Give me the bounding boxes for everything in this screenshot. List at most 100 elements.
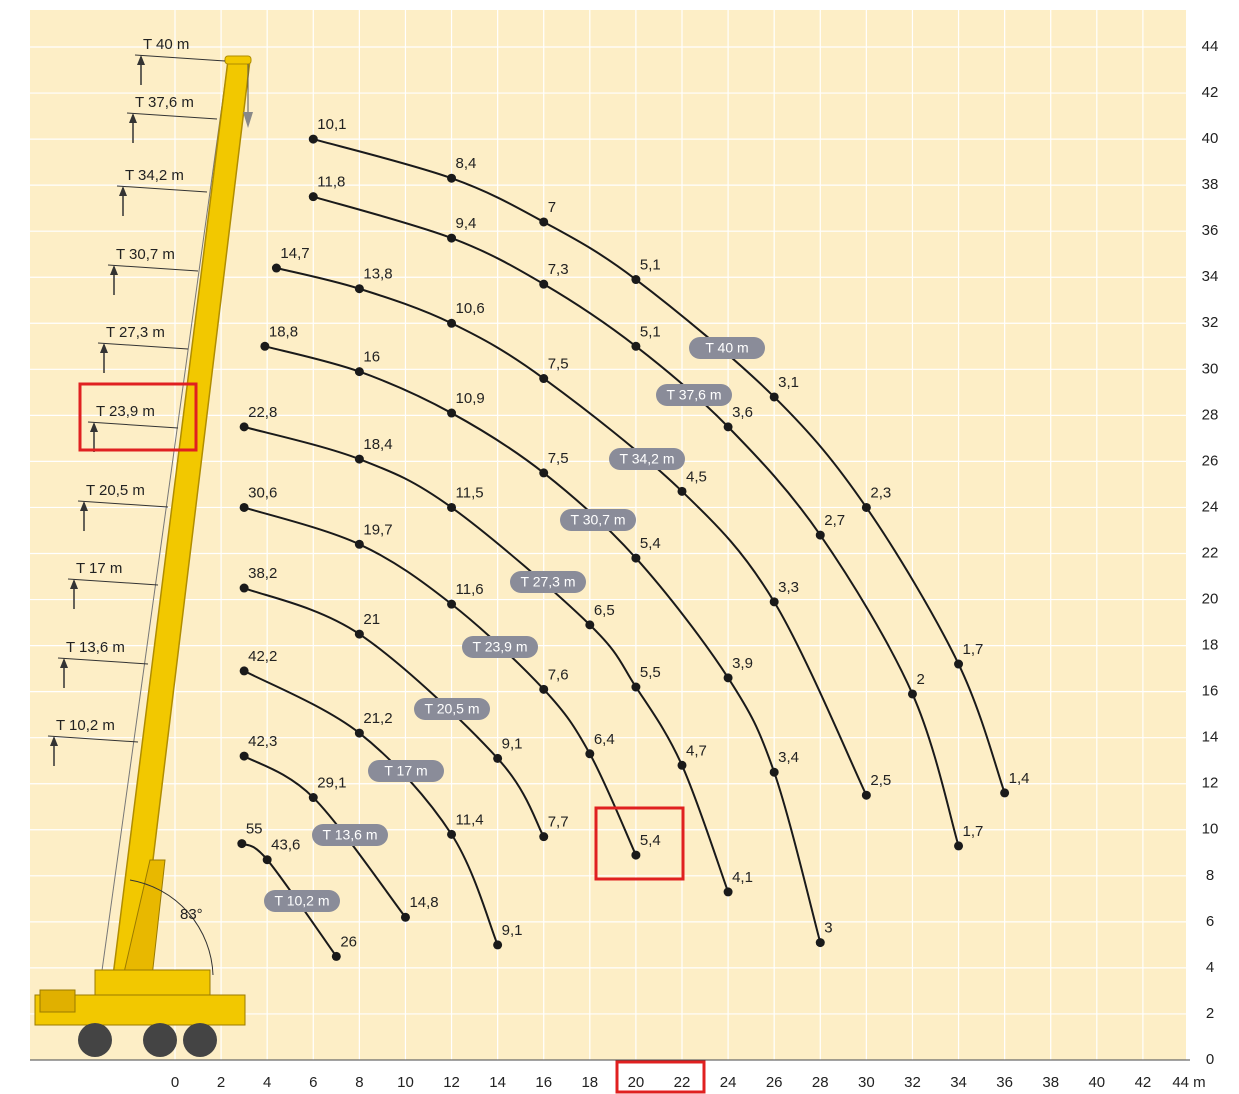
load-label: 3,4 [778, 749, 799, 766]
load-label: 38,2 [248, 565, 277, 582]
load-label: 1,4 [1009, 770, 1030, 787]
boom-pill-label: T 27,3 m [521, 574, 576, 590]
boom-length-leader [116, 185, 208, 193]
y-tick-label: 44 [1202, 38, 1219, 55]
boom-pill [368, 760, 444, 782]
load-label: 22,8 [248, 404, 277, 421]
load-label: 18,4 [363, 436, 392, 453]
load-point [447, 318, 457, 328]
load-label: 9,1 [502, 735, 523, 752]
arrow-head [50, 736, 58, 746]
load-point [539, 468, 549, 478]
highlight-box [615, 1060, 706, 1094]
y-tick-label: 4 [1206, 959, 1214, 976]
load-point [354, 454, 364, 464]
y-tick-label: 34 [1202, 268, 1219, 285]
boom-length-leader [126, 112, 218, 120]
load-label: 21 [363, 611, 380, 628]
boom-pill-label: T 37,6 m [667, 387, 722, 403]
x-tick-label: 16 [535, 1074, 552, 1091]
boom-length-label: T 34,2 m [125, 167, 184, 184]
boom-pill-label: T 23,9 m [473, 639, 528, 655]
y-tick-label: 14 [1202, 729, 1219, 746]
load-point [723, 422, 733, 432]
load-label: 19,7 [363, 521, 392, 538]
load-label: 14,8 [409, 894, 438, 911]
arrow-head [60, 658, 68, 668]
y-tick-label: 18 [1202, 637, 1219, 654]
boom-pill [609, 448, 685, 470]
load-point [677, 760, 687, 770]
boom-head [224, 55, 252, 65]
y-tick-label: 42 [1202, 84, 1219, 101]
x-tick-label: 18 [581, 1074, 598, 1091]
boom-pill [414, 698, 490, 720]
boom-length-label: T 27,3 m [106, 324, 165, 341]
load-point [1000, 788, 1010, 798]
y-tick-label: 20 [1202, 591, 1219, 608]
y-tick-label: 0 [1206, 1051, 1214, 1068]
load-label: 11,5 [456, 484, 484, 501]
y-tick-label: 22 [1202, 544, 1219, 561]
load-label: 5,4 [640, 535, 661, 552]
load-point [954, 659, 964, 669]
load-label: 2,7 [824, 512, 845, 529]
y-tick-label: 36 [1202, 222, 1219, 239]
x-tick-label: 14 [489, 1074, 506, 1091]
load-label: 5,1 [640, 256, 661, 273]
load-point [271, 263, 281, 273]
highlight-box [78, 382, 198, 452]
load-point [539, 217, 549, 227]
x-tick-label: 36 [996, 1074, 1013, 1091]
load-label: 10,9 [456, 390, 485, 407]
arrow-head [110, 265, 118, 275]
boom-pill-label: T 34,2 m [620, 451, 675, 467]
load-point [447, 173, 457, 183]
load-point [354, 629, 364, 639]
load-point [447, 502, 457, 512]
wheel [143, 1023, 177, 1057]
load-label: 7,5 [548, 355, 569, 372]
hook [243, 112, 253, 128]
load-point [631, 553, 641, 563]
load-point [354, 284, 364, 294]
load-label: 42,2 [248, 648, 277, 665]
boom-length-label: T 17 m [76, 560, 122, 577]
y-tick-label: 8 [1206, 867, 1214, 884]
load-label: 43,6 [271, 837, 300, 854]
boom-length-leader [47, 735, 139, 743]
load-point [815, 530, 825, 540]
load-point [237, 839, 247, 849]
boom-pill [689, 337, 765, 359]
boom-length-label: T 20,5 m [86, 482, 145, 499]
plot-background [30, 10, 1186, 1060]
load-label: 30,6 [248, 484, 277, 501]
x-tick-label: 6 [309, 1074, 317, 1091]
load-point [861, 502, 871, 512]
load-label: 9,1 [502, 922, 523, 939]
boom-length-label: T 40 m [143, 36, 189, 53]
load-label: 14,7 [280, 245, 309, 262]
load-point [539, 832, 549, 842]
boom-pill-label: T 13,6 m [323, 827, 378, 843]
boom-pill [510, 571, 586, 593]
load-label: 7,5 [548, 450, 569, 467]
boom-pill [462, 636, 538, 658]
boom-length-leader [134, 54, 226, 62]
x-tick-label: 4 [263, 1074, 271, 1091]
load-label: 3,6 [732, 404, 753, 421]
load-point [308, 793, 318, 803]
x-tick-label: 28 [812, 1074, 829, 1091]
y-tick-label: 38 [1202, 176, 1219, 193]
x-tick-label: 2 [217, 1074, 225, 1091]
load-point [954, 841, 964, 851]
load-label: 2 [916, 671, 924, 688]
load-label: 6,4 [594, 731, 615, 748]
load-point [239, 502, 249, 512]
x-tick-label: 44 m [1172, 1074, 1205, 1091]
load-point [400, 912, 410, 922]
data-layer: 10,1 8,4 7 5,1 3,1 2,3 1,7 1,4 T 40 m T 40 m 11,8 9… [47, 36, 1030, 961]
x-tick-label: 26 [766, 1074, 783, 1091]
